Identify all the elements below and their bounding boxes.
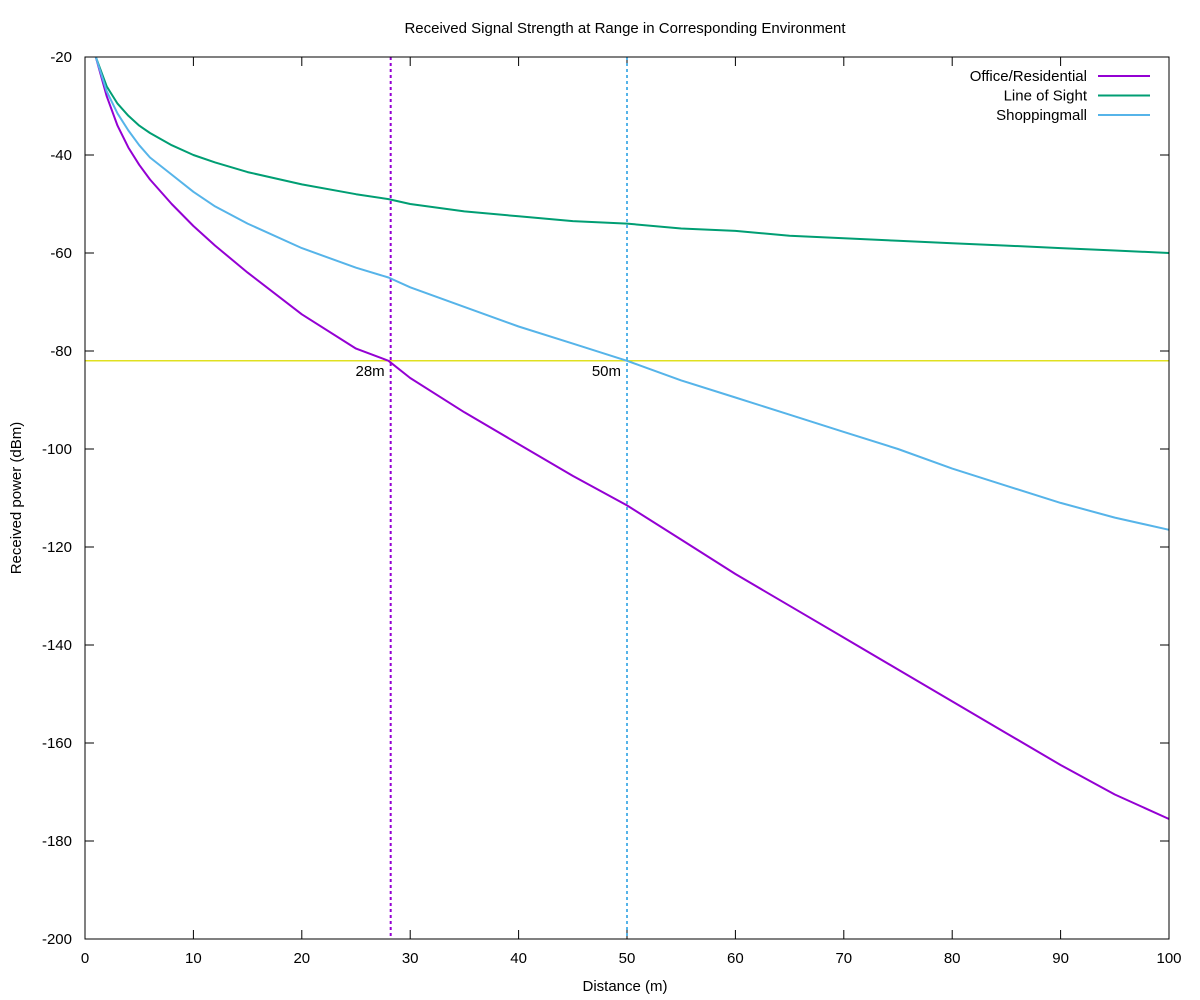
y-tick-label: -180 — [42, 833, 72, 850]
x-tick-label: 20 — [293, 950, 310, 967]
legend-label: Line of Sight — [1004, 88, 1088, 105]
y-tick-label: -120 — [42, 539, 72, 556]
marker-layer: 28m 50m — [356, 57, 628, 939]
plot-frame — [84, 56, 1170, 940]
y-tick-label: -80 — [50, 343, 72, 360]
x-tick-label: 70 — [835, 950, 852, 967]
y-tick-label: -20 — [50, 49, 72, 66]
legend: Office/Residential Line of Sight Shoppingm… — [970, 68, 1150, 124]
x-tick-label: 80 — [944, 950, 961, 967]
x-tick-label: 90 — [1052, 950, 1069, 967]
series-line — [94, 56, 1170, 254]
chart-title: Received Signal Strength at Range in Cor… — [404, 20, 846, 37]
y-tick-label: -60 — [50, 245, 72, 262]
x-tick-label: 0 — [81, 950, 89, 967]
y-tick-label: -40 — [50, 147, 72, 164]
range-marker-label: 50m — [592, 363, 621, 380]
x-axis-label: Distance (m) — [582, 978, 667, 995]
x-tick-label: 40 — [510, 950, 527, 967]
y-axis-label: Received power (dBm) — [8, 422, 25, 575]
series-layer — [94, 56, 1170, 820]
y-tick-label: -200 — [42, 931, 72, 948]
y-tick-label: -100 — [42, 441, 72, 458]
x-tick-label: 100 — [1156, 950, 1181, 967]
y-tick-label: -140 — [42, 637, 72, 654]
x-axis-ticks: 0 10 20 30 40 50 60 70 80 90 100 — [81, 57, 1182, 967]
y-tick-label: -160 — [42, 735, 72, 752]
legend-label: Office/Residential — [970, 68, 1087, 85]
x-tick-label: 60 — [727, 950, 744, 967]
legend-label: Shoppingmall — [996, 107, 1087, 124]
y-axis-ticks: -20 -40 -60 -80 -100 -120 -140 -160 -180 -200 — [42, 49, 1169, 948]
series-line — [94, 56, 1170, 531]
range-marker-label: 28m — [356, 363, 385, 380]
x-tick-label: 30 — [402, 950, 419, 967]
x-tick-label: 10 — [185, 950, 202, 967]
series-line — [94, 56, 1170, 820]
x-tick-label: 50 — [619, 950, 636, 967]
